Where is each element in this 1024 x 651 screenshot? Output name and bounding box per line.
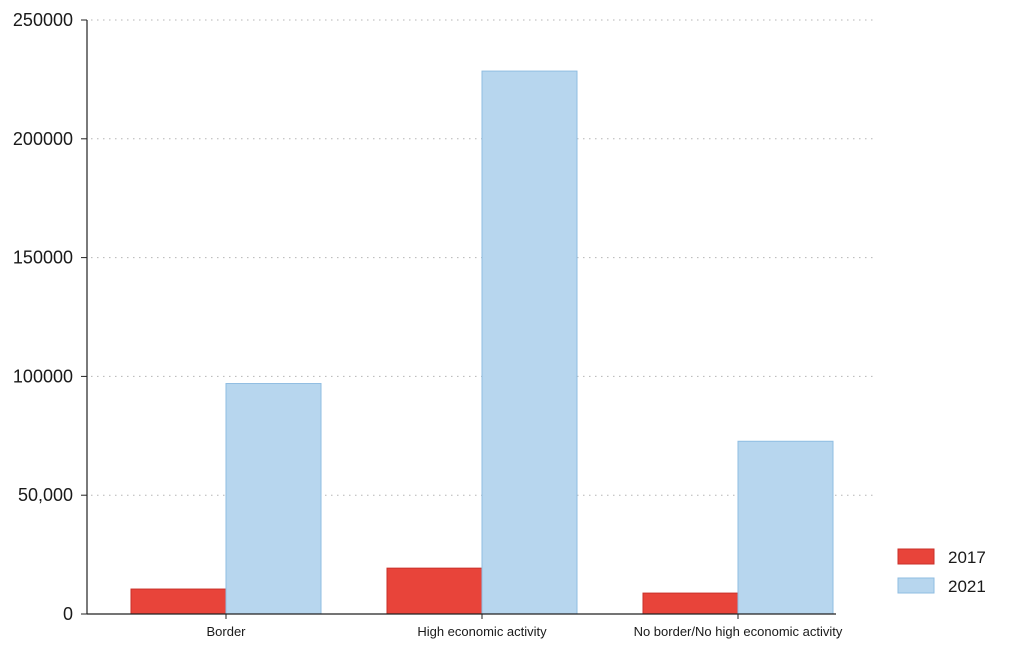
y-tick-label: 50,000 (18, 485, 73, 505)
y-tick-label: 150000 (13, 248, 73, 268)
x-category-label: Border (206, 624, 246, 639)
y-tick-label: 250000 (13, 10, 73, 30)
bar-2017-2 (642, 592, 739, 615)
y-tick-label: 100000 (13, 366, 73, 386)
y-tick-label: 0 (63, 604, 73, 624)
axes (81, 19, 836, 619)
bar-2017-0 (130, 588, 227, 615)
y-tick-labels: 0 50,000 100000 150000 200000 250000 (13, 10, 73, 624)
bars (130, 70, 834, 615)
bar-2021-2 (737, 440, 834, 615)
x-category-label: High economic activity (417, 624, 547, 639)
x-category-labels: Border High economic activity No border/No… (206, 624, 842, 639)
legend-label-2021: 2021 (948, 577, 986, 596)
legend-swatch-2017 (897, 548, 935, 565)
bar-2021-1 (481, 70, 578, 615)
bar-2021-0 (225, 383, 322, 615)
legend-label-2017: 2017 (948, 548, 986, 567)
legend: 2017 2021 (897, 548, 986, 596)
y-tick-label: 200000 (13, 129, 73, 149)
bar-2017-1 (386, 567, 483, 615)
legend-swatch-2021 (897, 577, 935, 594)
x-category-label: No border/No high economic activity (634, 624, 843, 639)
